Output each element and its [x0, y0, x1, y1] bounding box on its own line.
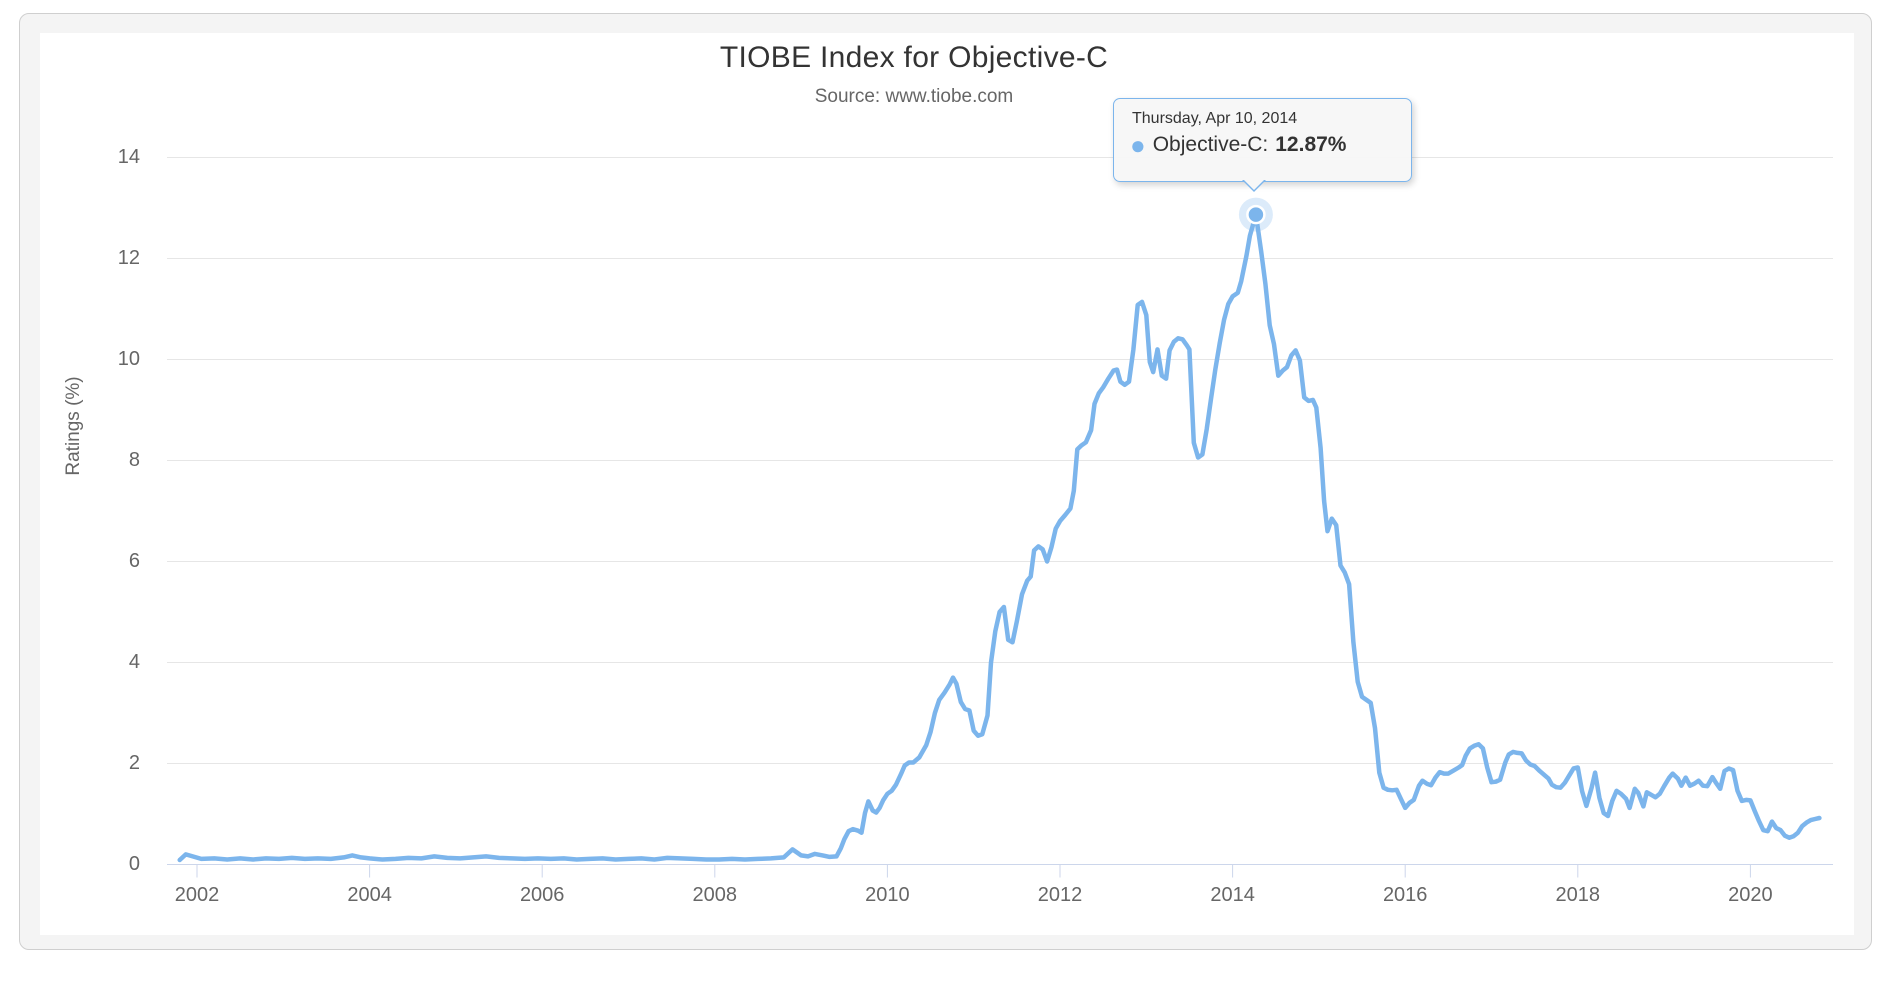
y-axis-tick-label: 0: [128, 852, 140, 875]
x-axis-tick-label: 2006: [519, 884, 565, 906]
tooltip-series-name: Objective-C:: [1152, 133, 1269, 156]
chart-title: TIOBE Index for Objective-C: [719, 41, 1109, 74]
plot-area[interactable]: [167, 123, 1833, 865]
y-axis-tick-label: 8: [128, 448, 140, 471]
x-axis-tick-label: 2018: [1555, 884, 1601, 906]
y-axis-tick-label: 10: [117, 347, 140, 370]
tooltip: Thursday, Apr 10, 2014 ● Objective-C: 12…: [1113, 98, 1412, 192]
x-axis-tick-label: 2020: [1728, 884, 1773, 906]
x-axis-tick-label: 2012: [1037, 884, 1083, 906]
x-axis-tick-label: 2016: [1382, 884, 1428, 906]
tooltip-value: 12.87%: [1275, 133, 1347, 156]
x-axis-tick-label: 2010: [865, 884, 910, 906]
tooltip-date: Thursday, Apr 10, 2014: [1132, 110, 1298, 127]
y-axis-tick-label: 6: [128, 549, 140, 572]
y-axis-tick-label: 2: [128, 751, 140, 774]
x-axis-tick-label: 2004: [347, 884, 392, 906]
x-axis-tick-label: 2008: [692, 884, 738, 906]
y-axis-tick-label: 4: [128, 650, 140, 673]
y-axis-tick-label: 14: [117, 145, 140, 168]
chart-subtitle: Source: www.tiobe.com: [814, 86, 1014, 107]
series-line[interactable]: [177, 212, 1822, 863]
y-axis-tick-label: 12: [117, 246, 140, 269]
series-marker-icon: ●: [1130, 130, 1146, 160]
tooltip-series-row: ● Objective-C: 12.87%: [1130, 130, 1397, 160]
x-axis-tick-label: 2002: [174, 884, 220, 906]
x-axis-tick-label: 2014: [1210, 884, 1255, 906]
point-marker[interactable]: [1246, 204, 1266, 225]
